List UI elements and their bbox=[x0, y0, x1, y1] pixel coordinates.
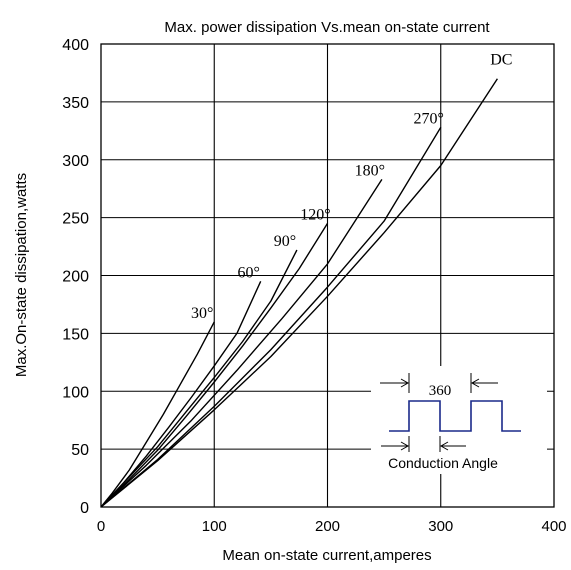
period-label: 360 bbox=[429, 383, 452, 399]
conduction-arrow-left bbox=[381, 441, 410, 451]
chart-title: Max. power dissipation Vs.mean on-state … bbox=[164, 19, 490, 36]
conduction-angle-label: Conduction Angle bbox=[388, 455, 498, 471]
y-axis-label: Max.On-state dissipation,watts bbox=[13, 173, 30, 377]
curve-label-270: 270° bbox=[414, 110, 444, 127]
curve-labels: 30° 60° 90°120° 180° 270° DC bbox=[191, 52, 512, 322]
curve-90 bbox=[100, 249, 298, 508]
x-tick-label: 400 bbox=[541, 518, 566, 535]
y-tick-label: 400 bbox=[62, 37, 89, 54]
x-tick-label: 300 bbox=[428, 518, 453, 535]
x-axis-label: Mean on-state current,amperes bbox=[222, 547, 431, 564]
y-tick-labels: 0 50 100 150 200 250 300 350 400 bbox=[62, 37, 89, 517]
x-tick-label: 100 bbox=[202, 518, 227, 535]
curve-label-dc: DC bbox=[490, 52, 512, 69]
y-tick-label: 250 bbox=[62, 211, 89, 228]
period-arrow-left bbox=[380, 378, 410, 388]
inset-background bbox=[371, 366, 547, 474]
y-tick-label: 150 bbox=[62, 326, 89, 343]
x-tick-label: 0 bbox=[97, 518, 105, 535]
conduction-arrow-right bbox=[439, 441, 466, 451]
waveform-inset: 360 Conduction Angle bbox=[371, 366, 547, 474]
curve-label-90: 90° bbox=[274, 233, 296, 250]
period-arrow-right bbox=[470, 378, 498, 388]
y-tick-label: 200 bbox=[62, 269, 89, 286]
y-tick-label: 0 bbox=[80, 500, 89, 517]
y-tick-label: 100 bbox=[62, 384, 89, 401]
curve-270 bbox=[100, 126, 442, 508]
curve-60 bbox=[100, 281, 262, 508]
y-tick-label: 300 bbox=[62, 153, 89, 170]
curve-label-120: 120° bbox=[300, 206, 330, 223]
y-tick-label: 350 bbox=[62, 95, 89, 112]
curve-120 bbox=[100, 223, 329, 508]
curve-dc bbox=[100, 78, 498, 508]
y-tick-label: 50 bbox=[71, 442, 89, 459]
curve-label-30: 30° bbox=[191, 305, 213, 322]
x-tick-labels: 0 100 200 300 400 bbox=[97, 518, 567, 535]
curve-30 bbox=[100, 321, 215, 508]
curve-label-180: 180° bbox=[355, 162, 385, 179]
x-tick-label: 200 bbox=[315, 518, 340, 535]
curve-180 bbox=[100, 179, 383, 508]
waveform bbox=[389, 400, 521, 432]
curve-label-60: 60° bbox=[237, 264, 259, 281]
curves bbox=[100, 78, 498, 508]
